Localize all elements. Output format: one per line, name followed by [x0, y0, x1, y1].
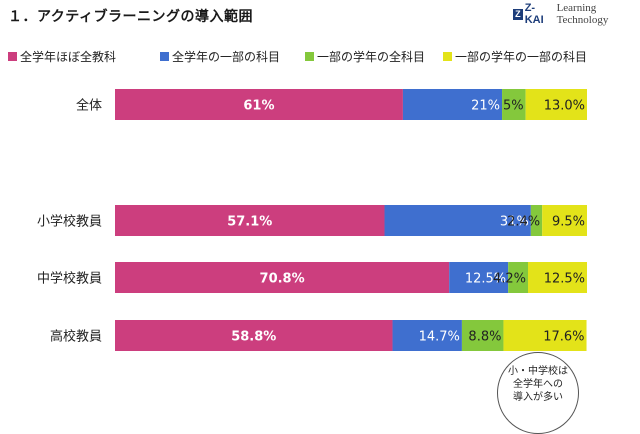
callout-line: 導入が多い — [513, 392, 563, 403]
data-label: 58.8% — [231, 330, 276, 345]
legend-label: 全学年の一部の科目 — [172, 49, 280, 64]
data-label: 9.5% — [552, 215, 585, 230]
bar-segment — [528, 262, 587, 293]
bar-segment — [115, 205, 385, 236]
logo-tagline: Learning Technology — [556, 2, 609, 26]
data-label: 14.7% — [419, 330, 460, 345]
data-label: 13.0% — [544, 99, 585, 114]
bar-segment — [384, 205, 531, 236]
callout-line: 小・中学校は — [508, 366, 568, 377]
data-label: 5% — [503, 99, 524, 114]
data-label: 21% — [471, 99, 500, 114]
bar-segment — [115, 320, 393, 351]
data-label: 2.4% — [507, 215, 540, 230]
callout-line: 全学年への — [513, 379, 563, 390]
bar-segment — [530, 205, 543, 236]
legend-label: 一部の学年の全科目 — [317, 49, 425, 64]
legend-swatch — [8, 52, 17, 61]
data-label: 12.5% — [465, 272, 506, 287]
category-label: 全体 — [76, 98, 102, 114]
callout-bubble: 小・中学校は 全学年への 導入が多い — [497, 352, 579, 434]
data-label: 4.2% — [493, 272, 526, 287]
legend-swatch — [305, 52, 314, 61]
logo: Z Z-KAI Learning Technology — [513, 2, 640, 26]
bar-segment — [503, 320, 587, 351]
bar-segment — [115, 89, 403, 120]
category-label: 小学校教員 — [37, 214, 102, 230]
bar-segment — [115, 262, 450, 293]
data-label: 70.8% — [260, 272, 305, 287]
data-label: 57.1% — [227, 215, 272, 230]
data-label: 12.5% — [544, 272, 585, 287]
legend-swatch — [443, 52, 452, 61]
logo-mark: Z Z-KAI — [513, 2, 551, 26]
bar-segment — [402, 89, 503, 120]
data-label: 61% — [243, 99, 274, 114]
bar-segment — [449, 262, 509, 293]
page-title: １．アクティブラーニングの導入範囲 — [8, 9, 253, 25]
bar-segment — [542, 205, 587, 236]
legend-swatch — [160, 52, 169, 61]
bar-segment — [392, 320, 462, 351]
data-label: 31% — [500, 215, 529, 230]
bar-segment — [525, 89, 587, 120]
category-label: 中学校教員 — [37, 271, 102, 287]
data-label: 8.8% — [468, 330, 501, 345]
bar-segment — [461, 320, 504, 351]
category-label: 高校教員 — [50, 329, 102, 345]
bar-segment — [508, 262, 528, 293]
legend-label: 全学年ほぼ全教科 — [20, 49, 116, 64]
data-label: 17.6% — [543, 330, 584, 345]
bar-segment — [502, 89, 526, 120]
logo-mark-text: Z-KAI — [524, 2, 544, 26]
logo-box-icon: Z — [513, 8, 523, 20]
legend-label: 一部の学年の一部の科目 — [455, 49, 587, 64]
